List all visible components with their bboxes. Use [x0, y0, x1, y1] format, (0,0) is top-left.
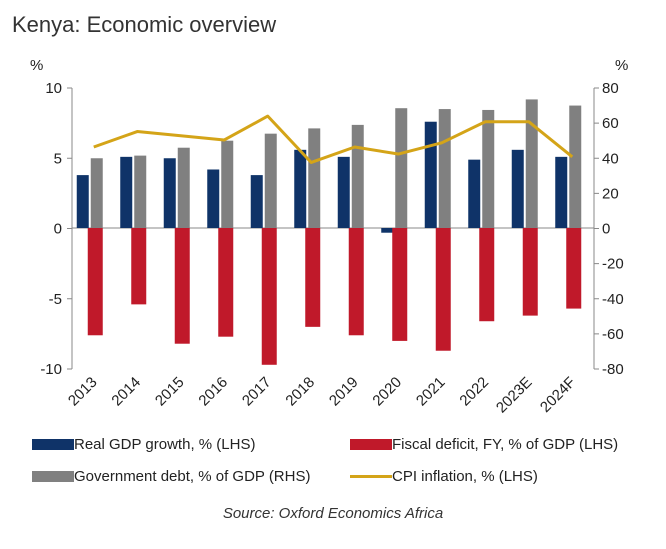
gdp-bar: [120, 156, 133, 228]
x-tick-label: 2015: [152, 374, 188, 410]
deficit-bar: [479, 228, 495, 322]
gdp-bar: [163, 158, 176, 228]
legend-label-gdp: Real GDP growth, % (LHS): [74, 436, 256, 453]
deficit-bar: [566, 228, 582, 309]
legend-item-gdp: Real GDP growth, % (LHS): [32, 436, 255, 453]
chart-title: Kenya: Economic overview: [12, 12, 277, 37]
debt-bar: [569, 105, 582, 228]
left-axis-unit: %: [30, 57, 43, 74]
debt-bar: [482, 109, 495, 228]
left-tick-label: 10: [45, 80, 62, 97]
deficit-bar: [435, 228, 451, 351]
debt-bar: [221, 140, 234, 228]
x-tick-label: 2020: [369, 374, 405, 410]
deficit-bar: [131, 228, 147, 305]
legend-swatch-deficit: [350, 439, 392, 450]
x-tick-label: 2013: [65, 374, 101, 410]
gdp-bar: [294, 149, 307, 228]
gdp-bar: [76, 175, 89, 228]
line-layer: [93, 114, 574, 164]
bars-layer: [76, 99, 582, 365]
left-tick-label: 0: [54, 221, 62, 238]
debt-bar: [134, 155, 147, 228]
legend-label-cpi: CPI inflation, % (LHS): [392, 468, 538, 485]
legend-swatch-cpi: [350, 475, 392, 478]
gdp-bar: [250, 175, 263, 228]
debt-bar: [90, 158, 103, 228]
x-tick-label: 2016: [195, 374, 231, 410]
gdp-bar: [337, 156, 350, 228]
right-tick-label: 0: [602, 221, 610, 238]
right-tick-label: -20: [602, 256, 624, 273]
gdp-bar: [381, 228, 394, 233]
deficit-bar: [87, 228, 103, 336]
right-tick-label: -40: [602, 291, 624, 308]
source-note: Source: Oxford Economics Africa: [222, 505, 444, 522]
deficit-bar: [261, 228, 277, 365]
legend-label-deficit: Fiscal deficit, FY, % of GDP (LHS): [392, 436, 619, 453]
legend-item-deficit: Fiscal deficit, FY, % of GDP (LHS): [350, 436, 618, 453]
deficit-bar: [348, 228, 364, 336]
cpi-line: [93, 114, 574, 164]
x-tick-label: 2014: [108, 374, 144, 410]
right-axis-unit: %: [615, 57, 628, 74]
debt-bar: [438, 109, 451, 228]
gdp-bar: [468, 159, 481, 228]
debt-bar: [395, 108, 408, 228]
left-tick-label: 5: [54, 150, 62, 167]
gdp-bar: [424, 121, 437, 228]
deficit-bar: [218, 228, 234, 337]
right-tick-label: -80: [602, 361, 624, 378]
left-tick-label: -10: [40, 361, 62, 378]
debt-bar: [264, 133, 277, 228]
deficit-bar: [392, 228, 408, 341]
debt-bar: [177, 147, 190, 228]
legend-swatch-debt: [32, 471, 74, 482]
left-tick-label: -5: [49, 291, 62, 308]
right-tick-label: 80: [602, 80, 619, 97]
deficit-bar: [522, 228, 538, 316]
legend-item-cpi: CPI inflation, % (LHS): [350, 468, 538, 485]
x-tick-label: 2019: [326, 374, 362, 410]
right-tick-label: 40: [602, 150, 619, 167]
x-tick-label: 2022: [456, 374, 492, 410]
debt-bar: [351, 124, 364, 228]
right-tick-label: 60: [602, 115, 619, 132]
gdp-bar: [207, 169, 220, 228]
x-tick-label: 2018: [282, 374, 318, 410]
x-tick-label: 2024F: [537, 374, 579, 416]
legend-swatch-gdp: [32, 439, 74, 450]
deficit-bar: [174, 228, 190, 344]
right-tick-label: -60: [602, 326, 624, 343]
x-tick-label: 2023E: [493, 374, 536, 417]
gdp-bar: [555, 156, 568, 228]
right-tick-label: 20: [602, 185, 619, 202]
gdp-bar: [511, 149, 524, 228]
axes-layer: [67, 87, 599, 370]
legend-label-debt: Government debt, % of GDP (RHS): [74, 468, 311, 485]
debt-bar: [308, 128, 321, 228]
debt-bar: [525, 99, 538, 229]
x-tick-label: 2021: [413, 374, 449, 410]
x-tick-label: 2017: [239, 374, 275, 410]
legend-item-debt: Government debt, % of GDP (RHS): [32, 468, 310, 485]
deficit-bar: [305, 228, 321, 327]
